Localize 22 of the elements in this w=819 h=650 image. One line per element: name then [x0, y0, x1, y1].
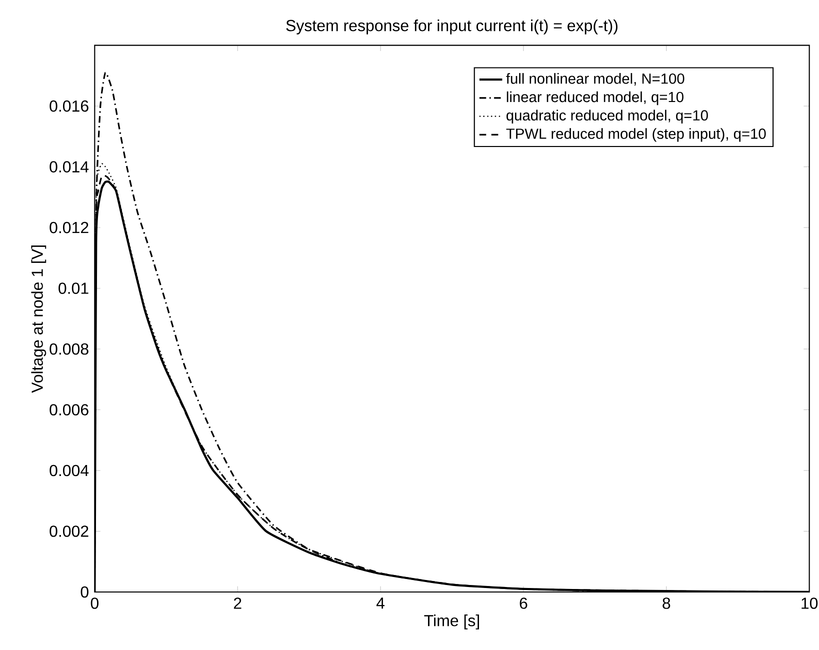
- x-tick-label: 0: [90, 598, 99, 609]
- x-tick-label: 4: [376, 598, 385, 609]
- chart-title: System response for input current i(t) = exp(-t)): [286, 19, 618, 34]
- y-tick-label: 0.01: [58, 282, 88, 294]
- y-axis-title: Voltage at node 1 [V]: [31, 246, 46, 393]
- y-tick-label: 0.004: [50, 464, 89, 476]
- x-tick-label: 6: [520, 598, 528, 609]
- x-tick-label: 8: [662, 598, 670, 609]
- y-tick-label: 0.014: [50, 161, 89, 172]
- x-axis-title: Time [s]: [424, 614, 479, 630]
- y-tick-label: 0.006: [50, 404, 88, 416]
- legend-label: full nonlinear model, N=100: [506, 73, 684, 86]
- y-tick-label: 0.016: [50, 100, 88, 112]
- legend-label: linear reduced model, q=10: [506, 91, 684, 106]
- x-tick-label: 2: [234, 598, 242, 609]
- legend-label: TPWL reduced model (step input), q=10: [506, 128, 766, 142]
- y-tick-label: 0.008: [50, 343, 88, 355]
- y-tick-label: 0.002: [50, 526, 88, 537]
- y-tick-label: 0: [80, 586, 88, 598]
- y-tick-label: 0.012: [50, 222, 88, 234]
- x-tick-label: 10: [802, 598, 818, 609]
- legend-label: quadratic reduced model, q=10: [506, 110, 708, 124]
